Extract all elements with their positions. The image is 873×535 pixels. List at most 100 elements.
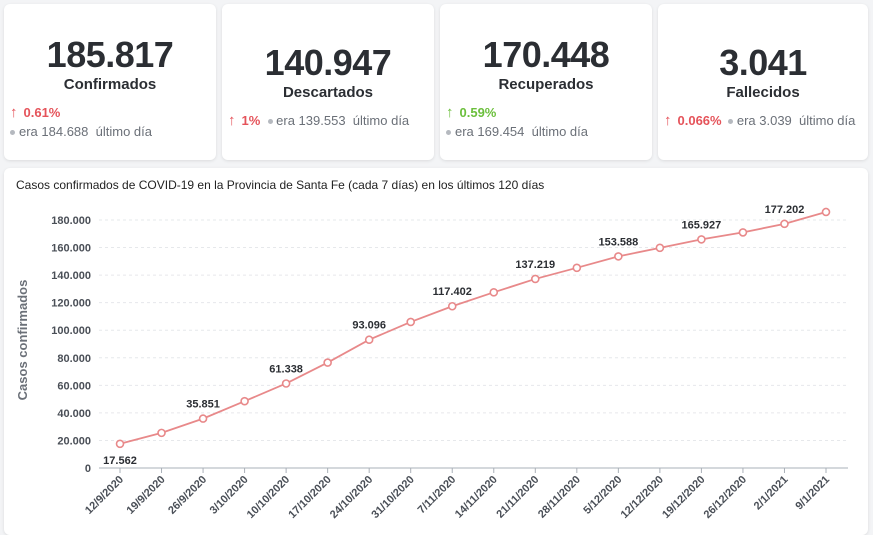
fallecidos-delta: ↑ 0.066% era 3.039 último día: [664, 112, 855, 129]
x-tick-label: 2/1/2021: [752, 474, 791, 513]
x-tick-label: 31/10/2020: [369, 474, 416, 521]
confirmados-prev: era 184.688 último día: [10, 124, 152, 139]
data-point: [780, 219, 789, 229]
confirmados-delta: ↑ 0.61%: [10, 104, 60, 121]
card-recuperados: 170.448 Recuperados ↑ 0.59% era 169.454 ú…: [440, 4, 652, 160]
data-label: 61.338: [269, 363, 303, 375]
y-tick-label: 40.000: [57, 408, 91, 420]
fallecidos-pct: 0.066%: [677, 113, 722, 128]
x-tick-label: 10/10/2020: [245, 474, 292, 521]
data-point: [323, 358, 332, 367]
data-point: [447, 301, 457, 311]
x-tick-label: 5/12/2020: [581, 474, 624, 517]
confirmados-prev-value: era 184.688: [19, 124, 89, 139]
x-tick-label: 26/12/2020: [702, 474, 749, 521]
fallecidos-prev-suffix: último día: [799, 113, 856, 128]
x-tick-label: 3/10/2020: [208, 474, 251, 517]
confirmados-pct: 0.61%: [23, 105, 61, 120]
x-tick-label: 24/10/2020: [328, 474, 375, 521]
confirmados-value: 185.817: [46, 34, 174, 75]
data-point: [364, 335, 374, 345]
data-points: [115, 207, 831, 449]
x-tick-label: 26/9/2020: [166, 474, 209, 517]
x-tick-label: 17/10/2020: [286, 474, 333, 521]
data-point: [240, 396, 249, 406]
x-tick-label: 19/9/2020: [125, 474, 168, 517]
arrow-up-icon: ↑: [228, 112, 236, 129]
descartados-value: 140.947: [264, 42, 392, 83]
data-label: 153.588: [598, 236, 638, 248]
dot-icon: [267, 119, 273, 125]
confirmados-prev-suffix: último día: [95, 124, 153, 139]
fallecidos-prev-value: era 3.039: [736, 113, 792, 128]
data-label: 17.562: [103, 455, 137, 467]
x-tick-label: 9/1/2021: [793, 474, 832, 513]
x-tick-label: 19/12/2020: [660, 474, 707, 521]
recuperados-prev-suffix: último día: [531, 124, 589, 139]
y-tick-label: 100.000: [51, 325, 91, 337]
x-tick-label: 12/12/2020: [619, 474, 666, 521]
x-tick-label: 7/11/2020: [416, 474, 459, 517]
descartados-prev-suffix: último día: [352, 113, 410, 128]
recuperados-label: Recuperados: [498, 76, 594, 93]
y-tick-label: 140.000: [51, 270, 91, 282]
card-confirmados: 185.817 Confirmados ↑ 0.61% era 184.688 ú…: [4, 4, 216, 160]
y-tick-label: 160.000: [51, 243, 91, 255]
card-descartados: 140.947 Descartados ↑ 1% era 139.553 últi…: [222, 4, 434, 160]
recuperados-prev: era 169.454 último día: [446, 124, 588, 139]
data-label: 137.219: [515, 259, 555, 271]
data-point: [572, 263, 582, 273]
grid-lines: [99, 219, 848, 441]
x-tick-label: 28/11/2020: [536, 474, 583, 521]
data-label: 35.851: [186, 399, 220, 411]
fallecidos-label: Fallecidos: [726, 84, 800, 101]
data-labels: 17.562 35.851 61.338 93.096 117.402 137.219 15…: [103, 204, 804, 467]
y-tick-label: 80.000: [57, 353, 91, 365]
y-tick-label: 0: [85, 463, 91, 475]
chart-title: Casos confirmados de COVID-19 en la Prov…: [16, 178, 545, 192]
data-point: [655, 243, 665, 253]
recuperados-pct: 0.59%: [459, 105, 497, 120]
data-point: [821, 207, 831, 217]
data-point: [530, 274, 540, 284]
data-point: [697, 235, 706, 244]
dot-icon: [10, 130, 15, 136]
data-point: [157, 428, 166, 438]
data-label: 117.402: [433, 286, 472, 298]
descartados-prev-value: era 139.553: [276, 113, 346, 128]
data-point: [406, 317, 416, 327]
arrow-up-icon: ↑: [446, 104, 454, 121]
series-line: [119, 211, 827, 445]
data-point: [614, 252, 623, 261]
recuperados-prev-value: era 169.454: [455, 124, 525, 139]
x-tick-label: 14/11/2020: [453, 474, 500, 521]
y-axis-label: Casos confirmados: [15, 280, 30, 401]
data-label: 93.096: [352, 320, 386, 332]
y-tick-label: 60.000: [57, 380, 91, 392]
confirmados-label: Confirmados: [63, 76, 157, 93]
y-tick-label: 120.000: [51, 298, 91, 310]
recuperados-delta: ↑ 0.59%: [446, 104, 496, 121]
y-tick-label: 180.000: [51, 215, 91, 227]
arrow-up-icon: ↑: [664, 112, 672, 129]
data-point: [198, 414, 208, 423]
arrow-up-icon: ↑: [10, 104, 18, 121]
data-point: [489, 288, 499, 297]
y-tick-label: 20.000: [57, 435, 91, 447]
dot-icon: [446, 130, 451, 136]
fallecidos-value: 3.041: [719, 42, 807, 83]
x-tick-labels: 12/9/202019/9/202026/9/20203/10/202010/1…: [83, 468, 832, 521]
card-fallecidos: 3.041 Fallecidos ↑ 0.066% era 3.039 últim…: [658, 4, 868, 160]
data-point: [115, 439, 125, 449]
descartados-pct: 1%: [241, 113, 261, 128]
data-point: [738, 228, 748, 237]
data-point: [281, 379, 291, 388]
descartados-delta: ↑ 1% era 139.553 último día: [228, 112, 409, 129]
x-tick-label: 21/11/2020: [494, 474, 541, 521]
descartados-label: Descartados: [282, 84, 374, 101]
recuperados-value: 170.448: [482, 34, 610, 75]
chart-card: [4, 168, 868, 535]
x-tick-label: 12/9/2020: [83, 474, 126, 517]
y-tick-labels: 0 20.000 40.000 60.000 80.000 100.000 120.000 1…: [51, 215, 91, 475]
